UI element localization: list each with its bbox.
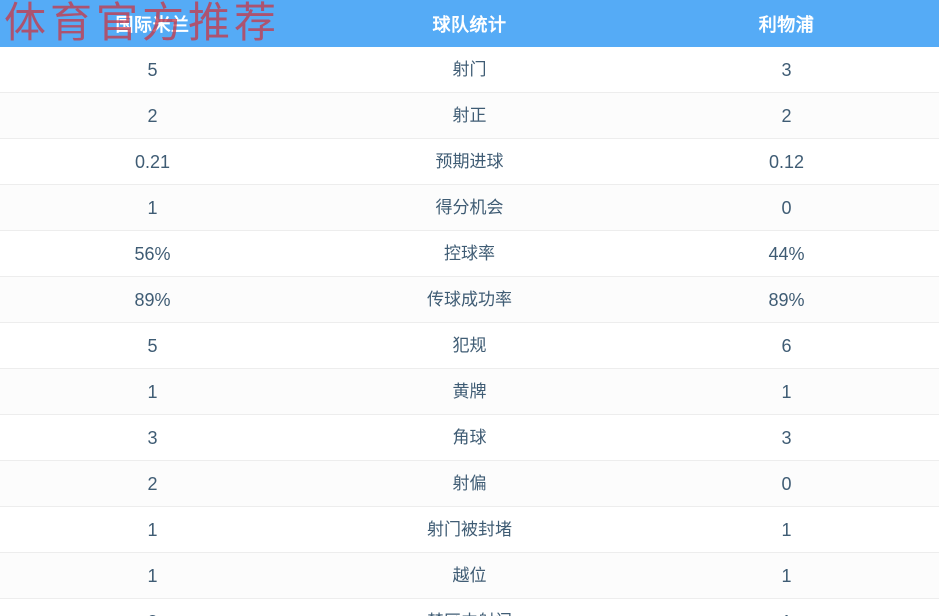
cell-stat-label: 得分机会 xyxy=(435,198,504,217)
cell-home-value: 5 xyxy=(147,59,158,80)
table-row: 3 角球 3 xyxy=(0,415,939,461)
header-stat-title: 球队统计 xyxy=(432,14,507,35)
cell-stat-label: 射正 xyxy=(452,106,487,125)
table-row: 56% 控球率 44% xyxy=(0,231,939,277)
cell-away-value: 0 xyxy=(781,473,792,494)
cell-stat-label: 传球成功率 xyxy=(427,290,512,309)
cell-away-value: 89% xyxy=(768,289,805,310)
cell-home-value: 0.21 xyxy=(134,151,171,172)
cell-away-value: 1 xyxy=(781,565,792,586)
table-row: 1 得分机会 0 xyxy=(0,185,939,231)
cell-away-value: 6 xyxy=(781,335,792,356)
cell-home-value: 1 xyxy=(147,565,158,586)
cell-home-value: 1 xyxy=(147,197,158,218)
cell-away-value: 0 xyxy=(781,197,792,218)
table-row: 1 射门被封堵 1 xyxy=(0,507,939,553)
cell-stat-label: 角球 xyxy=(452,428,487,447)
cell-stat-label: 控球率 xyxy=(444,244,495,263)
cell-stat-label: 禁区内射门 xyxy=(305,613,634,616)
table-header-row: 国际米兰 球队统计 利物浦 体育官方推荐 xyxy=(0,0,939,47)
cell-stat-label: 犯规 xyxy=(452,336,487,355)
cell-home-value: 5 xyxy=(147,335,158,356)
stats-rows-container: 5 射门 3 2 射正 2 0.21 预期进球 0.12 1 得分机会 0 56% 控球率 44% 89% 传球… xyxy=(0,47,939,616)
cell-away-value: 3 xyxy=(781,59,792,80)
cell-away-value: 1 xyxy=(634,613,939,616)
cell-away-value: 44% xyxy=(768,243,805,264)
header-home-team: 国际米兰 xyxy=(115,14,190,35)
cell-away-value: 3 xyxy=(781,427,792,448)
cell-home-value: 3 xyxy=(147,427,158,448)
cell-away-value: 1 xyxy=(781,381,792,402)
cell-stat-label: 射门被封堵 xyxy=(427,520,512,539)
cell-away-value: 2 xyxy=(781,105,792,126)
cell-stat-label: 射门 xyxy=(452,60,487,79)
cell-away-value: 1 xyxy=(781,519,792,540)
table-row: 5 犯规 6 xyxy=(0,323,939,369)
table-row: 2禁区内射门1 xyxy=(0,599,939,616)
table-row: 89% 传球成功率 89% xyxy=(0,277,939,323)
cell-home-value: 2 xyxy=(147,473,158,494)
cell-home-value: 1 xyxy=(147,381,158,402)
cell-home-value: 2 xyxy=(147,105,158,126)
table-row: 2 射偏 0 xyxy=(0,461,939,507)
header-away-team: 利物浦 xyxy=(758,14,815,35)
cell-home-value: 56% xyxy=(134,243,171,264)
cell-stat-label: 预期进球 xyxy=(435,152,504,171)
table-row: 0.21 预期进球 0.12 xyxy=(0,139,939,185)
cell-stat-label: 黄牌 xyxy=(452,382,487,401)
cell-stat-label: 越位 xyxy=(452,566,487,585)
cell-home-value: 89% xyxy=(134,289,171,310)
table-row: 1 越位 1 xyxy=(0,553,939,599)
table-row: 2 射正 2 xyxy=(0,93,939,139)
cell-stat-label: 射偏 xyxy=(452,474,487,493)
cell-away-value: 0.12 xyxy=(768,151,805,172)
table-row: 1 黄牌 1 xyxy=(0,369,939,415)
cell-home-value: 1 xyxy=(147,519,158,540)
cell-home-value: 2 xyxy=(0,613,305,616)
table-row: 5 射门 3 xyxy=(0,47,939,93)
